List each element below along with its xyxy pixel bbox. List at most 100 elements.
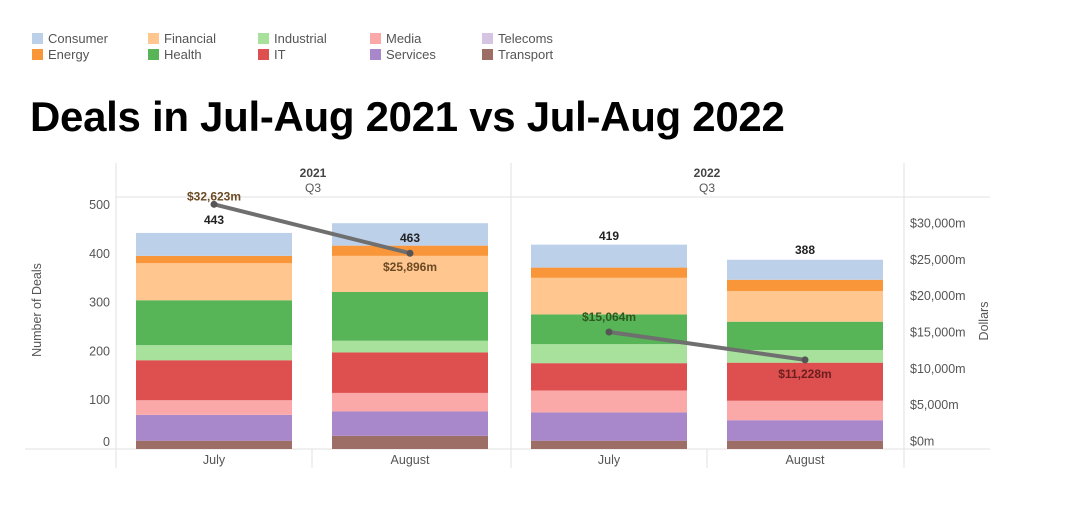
y2-axis-label: Dollars [977,302,991,341]
legend-swatch [148,32,159,44]
legend-item-health[interactable]: Health [148,46,202,62]
x-tick-label: August [391,453,430,467]
column-header-quarter: Q3 [699,181,715,195]
legend-swatch [258,48,269,60]
dollars-label: $25,896m [383,260,437,274]
legend-item-transport[interactable]: Transport [482,46,553,62]
bar-segment-industrial [531,344,687,364]
y2-tick-label: $10,000m [910,362,966,376]
legend-swatch [482,48,493,60]
total-label: 419 [599,229,619,243]
bar-segment-transport [136,440,292,449]
y-tick-label: 400 [89,247,110,261]
y2-tick-label: $30,000m [910,216,966,230]
y2-tick-label: $15,000m [910,325,966,339]
legend-label: Services [386,46,436,62]
y2-tick-label: $20,000m [910,289,966,303]
bar-segment-services [136,414,292,441]
bar-segment-it [531,363,687,391]
legend-swatch [32,48,43,60]
bar-segment-health [332,291,488,341]
bar-segment-it [332,352,488,393]
bar-segment-financial [727,290,883,322]
bar-segment-consumer [332,223,488,246]
y-tick-label: 500 [89,198,110,212]
bar-segment-media [332,392,488,412]
dollars-point [801,356,809,364]
bar-segment-industrial [136,345,292,361]
legend-item-telecoms[interactable]: Telecoms [482,30,553,46]
bar-segment-consumer [531,244,687,268]
bar-segment-health [727,321,883,350]
legend-item-industrial[interactable]: Industrial [258,30,327,46]
legend-item-it[interactable]: IT [258,46,286,62]
bar-segment-media [136,400,292,415]
legend-swatch [370,48,381,60]
x-tick-label: July [203,453,226,467]
dollars-point [406,249,414,257]
y-tick-label: 100 [89,393,110,407]
bar-segment-services [531,412,687,441]
dollars-label: $11,228m [778,367,831,381]
column-header-year: 2022 [694,166,721,180]
legend-label: Industrial [274,30,327,46]
total-label: 463 [400,231,420,245]
legend-label: Telecoms [498,30,553,46]
bar-segment-media [531,390,687,413]
y2-tick-label: $5,000m [910,398,959,412]
legend-item-financial[interactable]: Financial [148,30,216,46]
legend-swatch [32,32,43,44]
chart-title: Deals in Jul-Aug 2021 vs Jul-Aug 2022 [30,93,785,140]
dollars-point [210,200,218,208]
bar-segment-media [727,400,883,421]
total-label: 388 [795,243,815,257]
y2-tick-label: $25,000m [910,253,966,267]
bar-segment-transport [531,440,687,449]
bar-segment-financial [531,277,687,315]
legend-swatch [370,32,381,44]
dollars-line [212,202,412,256]
legend-item-media[interactable]: Media [370,30,421,46]
legend-label: Financial [164,30,217,46]
legend-label: Energy [48,46,90,62]
bar-segment-transport [332,435,488,449]
dollars-point [605,328,613,336]
legend-label: Transport [498,46,554,62]
legend-swatch [258,32,269,44]
bar-segment-health [136,300,292,346]
bar-segment-consumer [136,232,292,256]
dollars-label: $15,064m [582,310,636,324]
total-label: 443 [204,213,224,227]
bar-segment-energy [531,267,687,278]
y-tick-label: 300 [89,296,110,310]
y-axis-label: Number of Deals [30,263,44,357]
dollars-label: $32,623m [187,189,241,203]
legend-label: Health [164,46,202,62]
bar-segment-financial [136,263,292,301]
y-tick-label: 200 [89,344,110,358]
bar-segment-services [332,411,488,436]
legend-swatch [148,48,159,60]
legend-item-services[interactable]: Services [370,46,436,62]
legend-swatch [482,32,493,44]
bar-segment-industrial [332,340,488,353]
bar-segment-consumer [727,259,883,280]
bar-segment-it [136,360,292,401]
legend-item-energy[interactable]: Energy [32,46,89,62]
bar-segment-financial [332,255,488,292]
y2-tick-label: $0m [910,435,934,449]
bar-segment-it [727,362,883,401]
legend: Consumer Energy Financial Health Industrial I… [32,30,652,64]
bar-segment-energy [136,255,292,264]
x-tick-label: August [786,453,825,467]
column-header-quarter: Q3 [305,181,321,195]
legend-label: Consumer [48,30,108,46]
x-tick-label: July [598,453,621,467]
dollars-line [607,329,807,362]
y-tick-label: 0 [103,435,110,449]
legend-label: IT [274,46,286,62]
legend-item-consumer[interactable]: Consumer [32,30,108,46]
legend-label: Media [386,30,422,46]
bar-segment-energy [727,279,883,291]
